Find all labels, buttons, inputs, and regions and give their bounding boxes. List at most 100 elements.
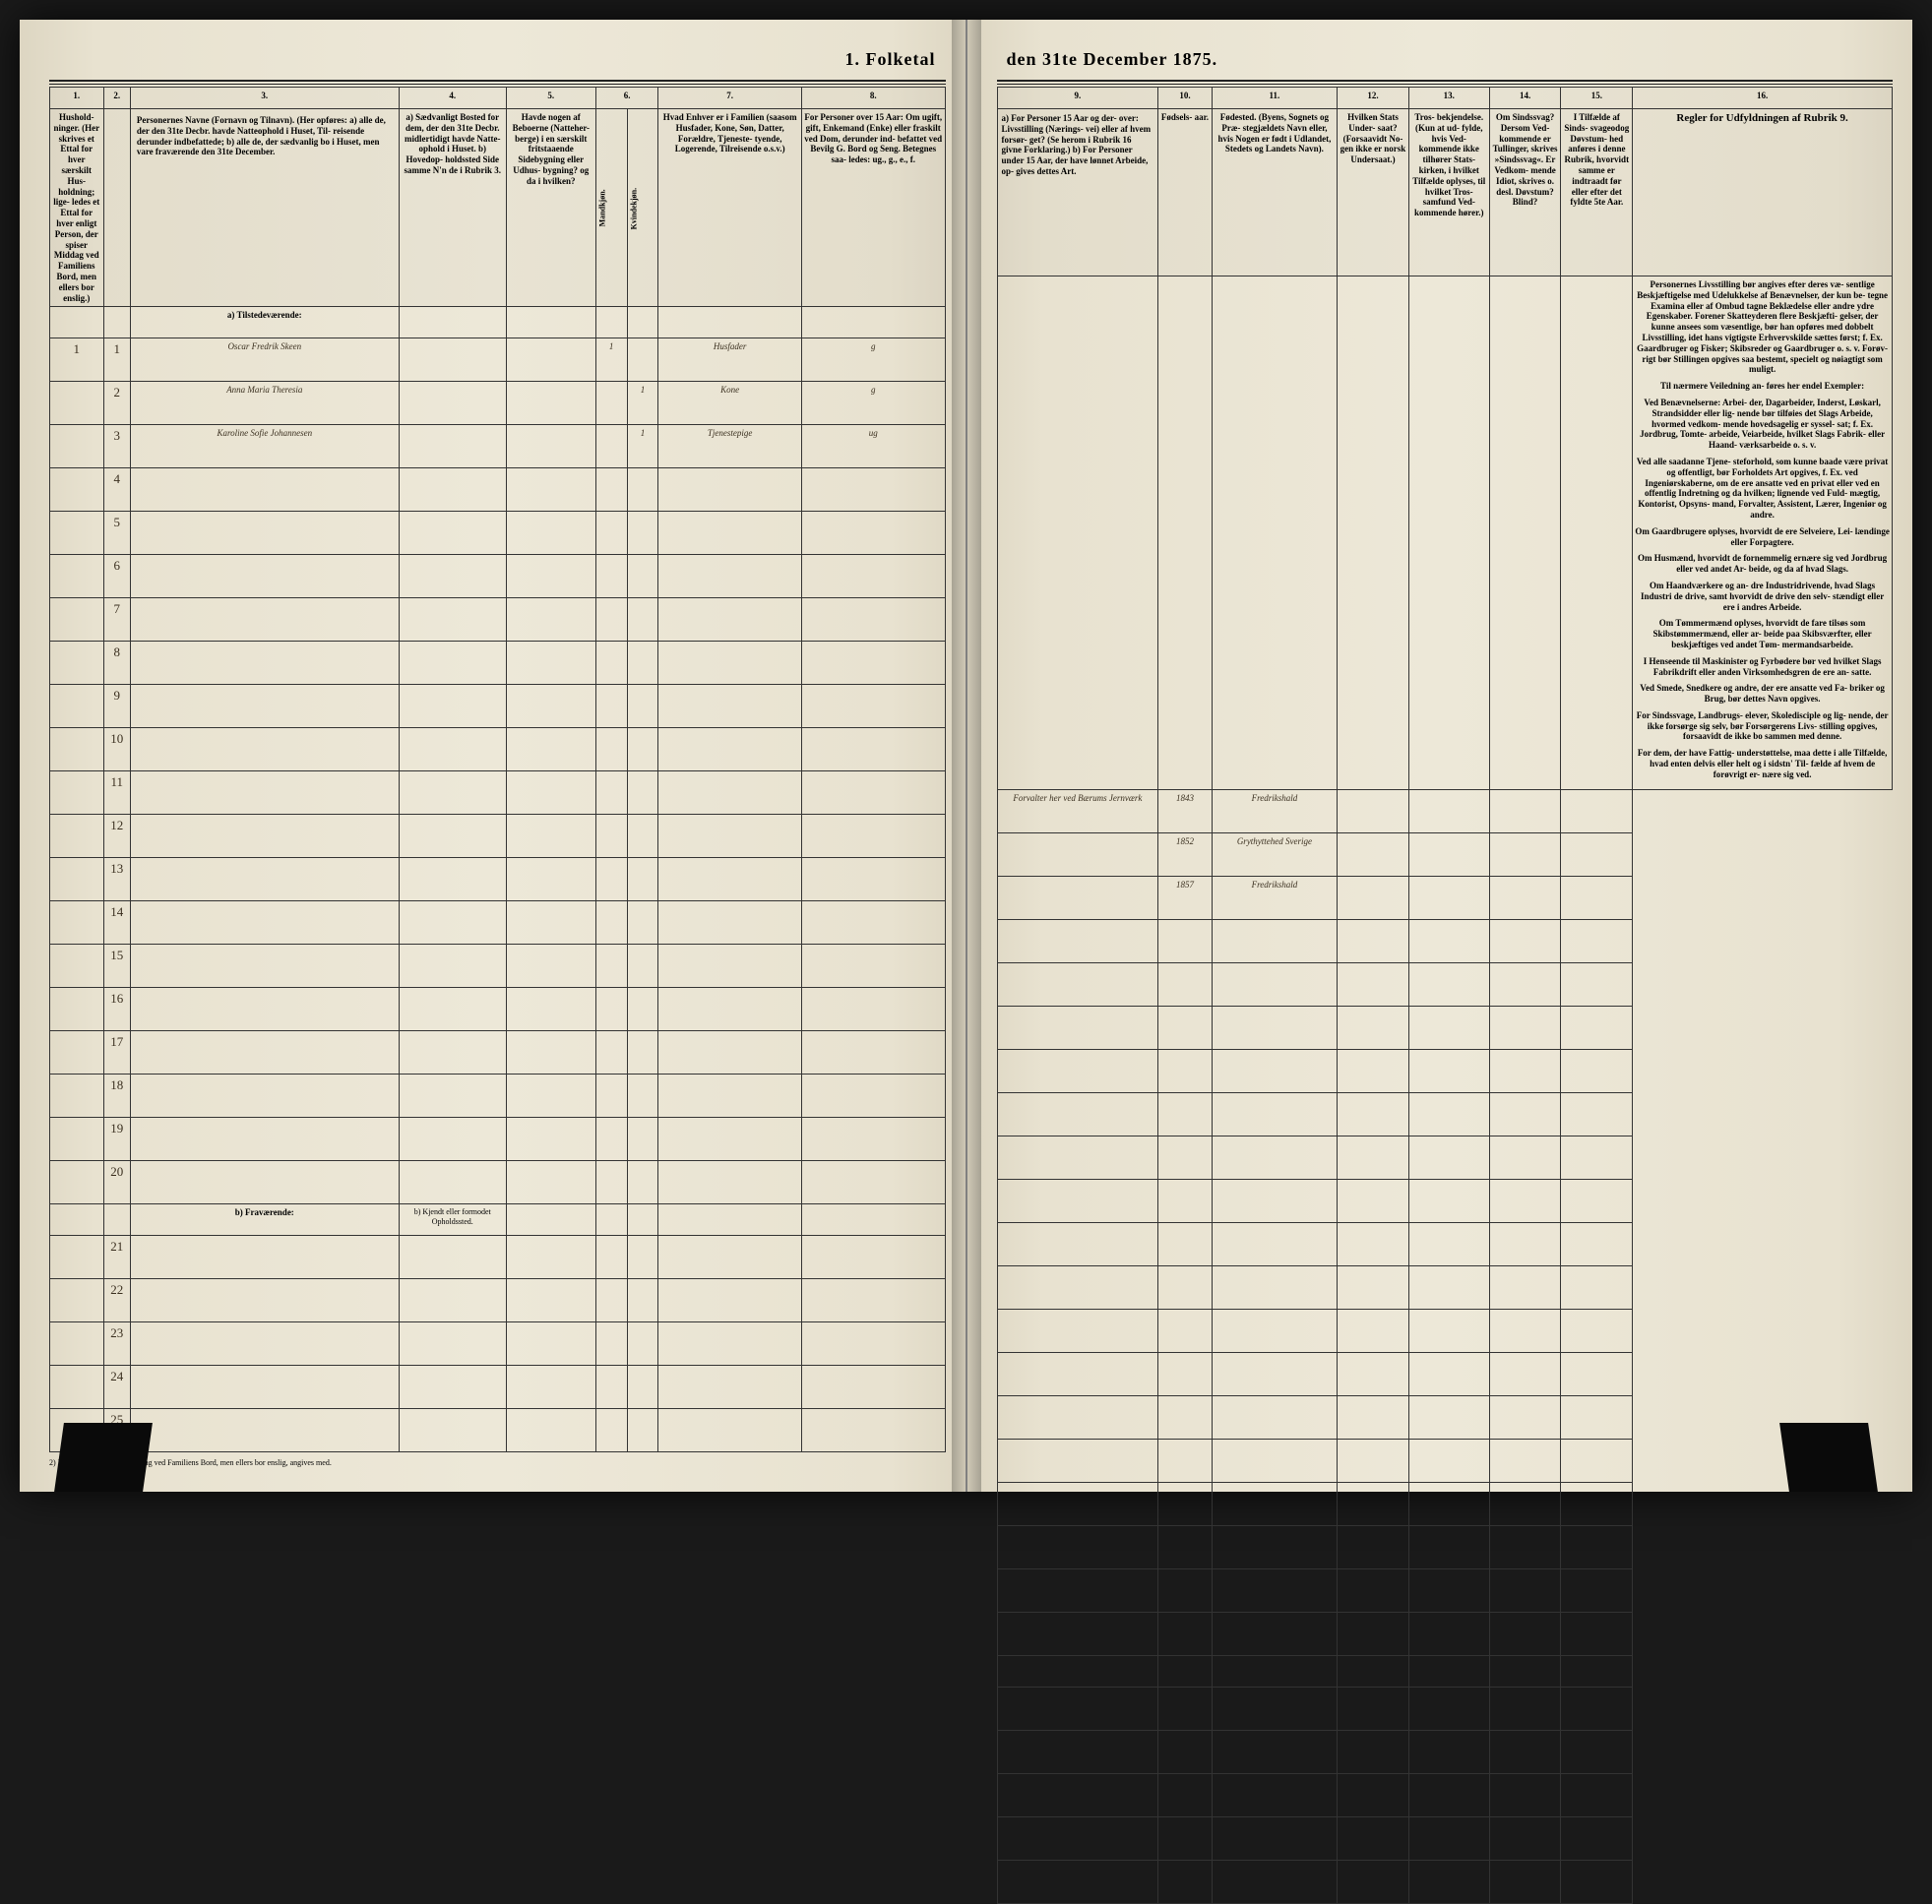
- empty-cell: [1338, 1730, 1409, 1773]
- empty-cell: [1338, 1006, 1409, 1049]
- empty-row: 11: [50, 771, 946, 815]
- row-num: 14: [103, 901, 130, 945]
- empty-cell: [1158, 1179, 1213, 1222]
- empty-cell: [1158, 1395, 1213, 1439]
- empty-cell: [1561, 1049, 1633, 1092]
- empty-cell: [1158, 1265, 1213, 1309]
- empty-cell: [506, 598, 595, 642]
- empty-cell: [801, 685, 945, 728]
- empty-cell: [801, 555, 945, 598]
- female: 1: [627, 425, 658, 468]
- empty-row: [997, 1352, 1893, 1395]
- empty-cell: [1212, 1439, 1337, 1482]
- empty-cell: [50, 642, 104, 685]
- col-5: 5.: [506, 88, 595, 109]
- empty-cell: [399, 1118, 506, 1161]
- empty-cell: [1489, 1309, 1561, 1352]
- person-name: Anna Maria Theresia: [130, 382, 399, 425]
- empty-row: 16: [50, 988, 946, 1031]
- col-12: 12.: [1338, 88, 1409, 109]
- male: 1: [595, 338, 627, 382]
- empty-cell: [658, 1118, 802, 1161]
- empty-cell: [1561, 919, 1633, 962]
- instruction-paragraph: Til nærmere Veiledning an- føres her end…: [1635, 381, 1890, 392]
- empty-cell: [627, 1279, 658, 1322]
- empty-cell: [506, 1366, 595, 1409]
- empty-cell: [50, 858, 104, 901]
- empty-cell: [50, 1075, 104, 1118]
- row-num: 16: [103, 988, 130, 1031]
- empty-cell: [130, 598, 399, 642]
- empty-cell: [1408, 1006, 1489, 1049]
- empty-cell: [997, 1773, 1158, 1816]
- row-num: 6: [103, 555, 130, 598]
- empty-cell: [595, 642, 627, 685]
- empty-cell: [1489, 1860, 1561, 1903]
- empty-row: [997, 1773, 1893, 1816]
- empty-cell: [1489, 1482, 1561, 1525]
- empty-cell: [595, 1161, 627, 1204]
- right-page: den 31te December 1875. 9. 10. 11. 12. 1…: [967, 20, 1913, 1492]
- empty-cell: [1408, 1049, 1489, 1092]
- empty-cell: [1561, 1687, 1633, 1730]
- empty-cell: [595, 728, 627, 771]
- row-num: 1: [103, 338, 130, 382]
- empty-cell: [1561, 1525, 1633, 1568]
- c4: [399, 425, 506, 468]
- empty-cell: [130, 1279, 399, 1322]
- empty-cell: [1158, 1222, 1213, 1265]
- empty-cell: [50, 1322, 104, 1366]
- empty-row: [997, 1568, 1893, 1612]
- empty-cell: [595, 685, 627, 728]
- occupation: [997, 876, 1158, 919]
- empty-cell: [1561, 1860, 1633, 1903]
- empty-cell: [627, 1118, 658, 1161]
- empty-cell: [1408, 1773, 1489, 1816]
- empty-cell: [1212, 1612, 1337, 1655]
- empty-row: 20: [50, 1161, 946, 1204]
- empty-cell: [595, 1409, 627, 1452]
- empty-cell: [1158, 1352, 1213, 1395]
- empty-cell: [506, 685, 595, 728]
- h2: [103, 109, 130, 307]
- empty-cell: [1212, 1179, 1337, 1222]
- h10: Fødsels- aar.: [1158, 109, 1213, 276]
- col-15: 15.: [1561, 88, 1633, 109]
- empty-cell: [627, 1366, 658, 1409]
- empty-cell: [506, 1118, 595, 1161]
- empty-row: 6: [50, 555, 946, 598]
- empty-cell: [595, 771, 627, 815]
- empty-cell: [1489, 1568, 1561, 1612]
- empty-row: 25: [50, 1409, 946, 1452]
- empty-cell: [801, 512, 945, 555]
- empty-cell: [1561, 1222, 1633, 1265]
- empty-cell: [1561, 1092, 1633, 1136]
- empty-cell: [130, 1366, 399, 1409]
- empty-cell: [1561, 1006, 1633, 1049]
- row-num: 13: [103, 858, 130, 901]
- empty-cell: [1212, 1395, 1337, 1439]
- row-num: 4: [103, 468, 130, 512]
- empty-cell: [1489, 1222, 1561, 1265]
- empty-cell: [130, 642, 399, 685]
- empty-cell: [399, 1236, 506, 1279]
- col-3: 3.: [130, 88, 399, 109]
- empty-cell: [1489, 1612, 1561, 1655]
- col-2: 2.: [103, 88, 130, 109]
- empty-cell: [399, 1279, 506, 1322]
- empty-cell: [130, 1236, 399, 1279]
- h5: Havde nogen af Beboerne (Natteher- berge…: [506, 109, 595, 307]
- empty-cell: [595, 1031, 627, 1075]
- empty-cell: [627, 988, 658, 1031]
- empty-cell: [627, 1031, 658, 1075]
- marital: ug: [801, 425, 945, 468]
- empty-cell: [627, 555, 658, 598]
- empty-cell: [997, 1352, 1158, 1395]
- empty-row: 5: [50, 512, 946, 555]
- empty-cell: [627, 858, 658, 901]
- empty-cell: [399, 642, 506, 685]
- entry-row: 2Anna Maria Theresia1Koneg: [50, 382, 946, 425]
- empty-cell: [1561, 1265, 1633, 1309]
- empty-cell: [997, 1092, 1158, 1136]
- empty-cell: [506, 1322, 595, 1366]
